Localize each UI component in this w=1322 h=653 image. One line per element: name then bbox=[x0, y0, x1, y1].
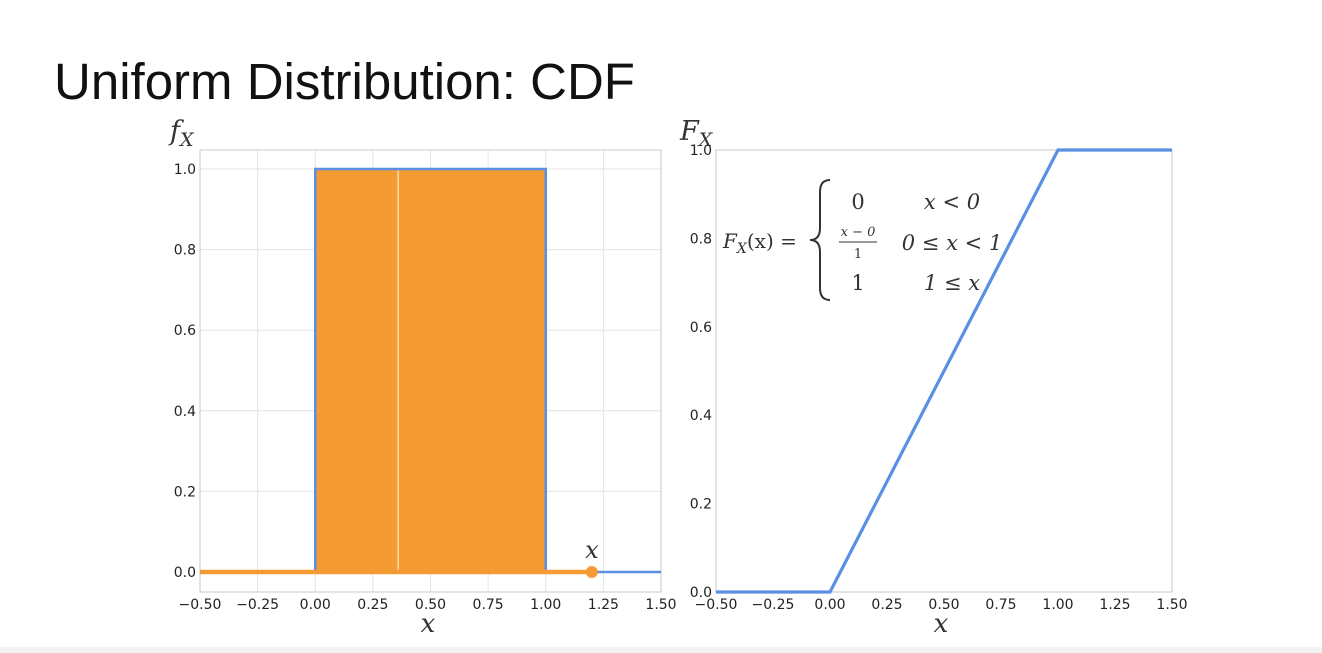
x-tick-label: 0.75 bbox=[473, 597, 504, 613]
x-tick-label: 0.00 bbox=[814, 597, 845, 613]
formula-brace bbox=[809, 179, 831, 301]
case-condition: x < 0 bbox=[924, 190, 980, 214]
y-tick-label: 0.2 bbox=[690, 497, 712, 513]
y-axis-label: fX bbox=[168, 116, 195, 151]
y-tick-label: 0.6 bbox=[174, 323, 196, 339]
chart-panel-2: −0.50 −0.25 0.00 0.25 0.50 0.75 1.00 1.25 1.500.… bbox=[679, 116, 1188, 639]
x-tick-label: 0.00 bbox=[300, 597, 331, 613]
y-tick-label: 1.0 bbox=[690, 143, 712, 159]
y-tick-label: 1.0 bbox=[174, 162, 196, 178]
y-tick-label: 0.2 bbox=[174, 484, 196, 500]
x-axis-label: x bbox=[421, 609, 436, 639]
y-tick-label: 0.8 bbox=[690, 231, 712, 247]
case-value-numerator: x − 0 bbox=[841, 225, 876, 240]
cdf-formula: FX(x) = 0 x < 0 x − 0 1 0 ≤ x < 1 1 1 ≤ x bbox=[722, 179, 1002, 301]
x-tick-label: 0.50 bbox=[415, 597, 446, 613]
y-tick-label: 0.0 bbox=[174, 565, 196, 581]
x-tick-label: 1.50 bbox=[1156, 597, 1187, 613]
x-axis-label: x bbox=[934, 609, 949, 639]
y-tick-label: 0.4 bbox=[690, 408, 712, 424]
y-tick-label: 0.0 bbox=[690, 585, 712, 601]
bottom-strip bbox=[0, 647, 1322, 653]
plot-frame bbox=[715, 149, 1173, 593]
x-tick-label: 0.75 bbox=[985, 597, 1016, 613]
x-tick-label: −0.25 bbox=[236, 597, 279, 613]
x-tick-label: 1.50 bbox=[645, 597, 676, 613]
pdf-shaded-area bbox=[315, 169, 546, 572]
x-tick-label: 0.50 bbox=[928, 597, 959, 613]
series-line bbox=[716, 148, 1172, 594]
x-tick-label: 1.25 bbox=[588, 597, 619, 613]
case-condition: 1 ≤ x bbox=[924, 271, 980, 295]
slide-title: Uniform Distribution: CDF bbox=[54, 53, 635, 110]
x-tick-label: 0.25 bbox=[871, 597, 902, 613]
formula-lhs: FX(x) = bbox=[722, 229, 797, 257]
chart-panel-1: x −0.50 −0.25 0.00 0.25 0.50 0.75 1.00 1.25 1.50 0… bbox=[168, 116, 677, 639]
marker-point bbox=[585, 566, 598, 578]
case-value-denominator: 1 bbox=[854, 247, 862, 262]
x-tick-label: −0.25 bbox=[752, 597, 795, 613]
y-axis-label: FX bbox=[679, 116, 714, 151]
x-tick-label: 0.25 bbox=[357, 597, 388, 613]
y-tick-label: 0.6 bbox=[690, 320, 712, 336]
x-tick-label: 1.00 bbox=[530, 597, 561, 613]
case-condition: 0 ≤ x < 1 bbox=[902, 231, 1002, 255]
y-tick-label: 0.4 bbox=[174, 404, 196, 420]
x-tick-label: −0.50 bbox=[179, 597, 222, 613]
x-tick-label: −0.50 bbox=[695, 597, 738, 613]
x-tick-label: 1.25 bbox=[1099, 597, 1130, 613]
plot-frame bbox=[199, 149, 662, 593]
y-tick-label: 0.8 bbox=[174, 243, 196, 259]
case-value: 1 bbox=[851, 271, 864, 295]
case-value: 0 bbox=[851, 190, 864, 214]
marker-label: x bbox=[585, 536, 599, 564]
x-tick-label: 1.00 bbox=[1042, 597, 1073, 613]
